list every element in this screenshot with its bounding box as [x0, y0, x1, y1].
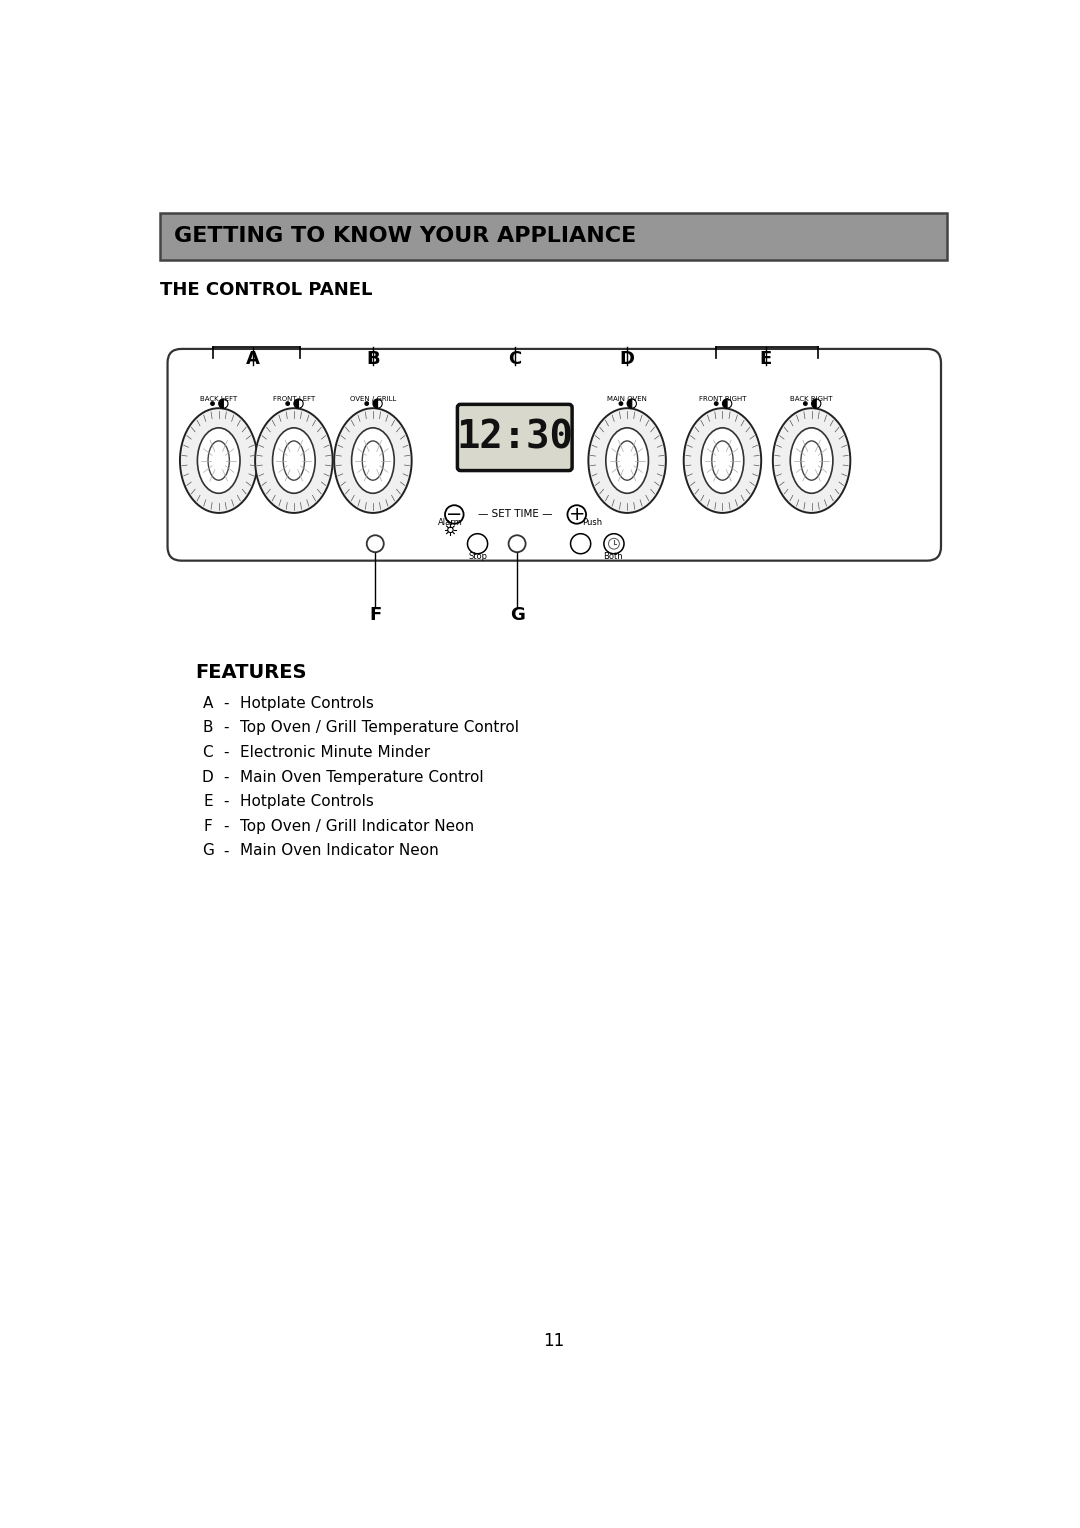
Text: B: B	[203, 720, 213, 735]
Text: 11: 11	[543, 1332, 564, 1349]
Text: C: C	[508, 350, 522, 368]
FancyBboxPatch shape	[167, 348, 941, 561]
Ellipse shape	[773, 408, 850, 513]
Ellipse shape	[684, 408, 761, 513]
Text: Top Oven / Grill Temperature Control: Top Oven / Grill Temperature Control	[241, 720, 519, 735]
Text: E: E	[759, 350, 772, 368]
Circle shape	[367, 535, 383, 552]
Circle shape	[804, 402, 807, 405]
Wedge shape	[816, 399, 821, 408]
Text: A: A	[203, 695, 213, 711]
Text: -: -	[224, 843, 229, 859]
Text: Hotplate Controls: Hotplate Controls	[241, 795, 375, 810]
Text: Alarm: Alarm	[438, 518, 463, 527]
Wedge shape	[373, 399, 378, 408]
Ellipse shape	[208, 442, 229, 480]
Text: OVEN / GRILL: OVEN / GRILL	[350, 396, 396, 402]
Text: -: -	[224, 695, 229, 711]
Ellipse shape	[712, 442, 733, 480]
Circle shape	[445, 506, 463, 524]
Text: -: -	[224, 770, 229, 784]
Ellipse shape	[272, 428, 315, 494]
Circle shape	[448, 527, 454, 533]
Text: C: C	[203, 744, 213, 759]
Text: BACK RIGHT: BACK RIGHT	[791, 396, 833, 402]
Text: D: D	[202, 770, 214, 784]
Text: BACK LEFT: BACK LEFT	[200, 396, 238, 402]
Text: Both: Both	[604, 552, 623, 561]
Text: F: F	[203, 819, 213, 834]
Wedge shape	[727, 399, 732, 408]
Circle shape	[608, 538, 619, 549]
Text: G: G	[510, 605, 525, 623]
Wedge shape	[811, 399, 816, 408]
Circle shape	[509, 535, 526, 552]
Ellipse shape	[589, 408, 666, 513]
Circle shape	[715, 402, 718, 405]
Text: GETTING TO KNOW YOUR APPLIANCE: GETTING TO KNOW YOUR APPLIANCE	[174, 226, 636, 246]
Circle shape	[211, 402, 214, 405]
Text: Top Oven / Grill Indicator Neon: Top Oven / Grill Indicator Neon	[241, 819, 474, 834]
Circle shape	[468, 533, 488, 553]
Wedge shape	[298, 399, 303, 408]
Text: FRONT RIGHT: FRONT RIGHT	[699, 396, 746, 402]
Text: +: +	[568, 504, 585, 524]
Wedge shape	[224, 399, 228, 408]
Text: — SET TIME —: — SET TIME —	[477, 509, 552, 520]
Text: Push: Push	[582, 518, 603, 527]
Text: E: E	[203, 795, 213, 810]
Text: THE CONTROL PANEL: THE CONTROL PANEL	[160, 281, 373, 298]
Ellipse shape	[255, 408, 333, 513]
Wedge shape	[378, 399, 382, 408]
Wedge shape	[723, 399, 727, 408]
Circle shape	[604, 533, 624, 553]
Ellipse shape	[334, 408, 411, 513]
FancyBboxPatch shape	[458, 405, 572, 471]
Circle shape	[619, 402, 623, 405]
Text: Main Oven Indicator Neon: Main Oven Indicator Neon	[241, 843, 440, 859]
Text: -: -	[224, 795, 229, 810]
Ellipse shape	[362, 442, 383, 480]
Bar	[160, 212, 947, 260]
Ellipse shape	[617, 442, 638, 480]
Wedge shape	[218, 399, 224, 408]
Circle shape	[365, 402, 368, 405]
Wedge shape	[627, 399, 632, 408]
Text: D: D	[620, 350, 635, 368]
Text: MAIN OVEN: MAIN OVEN	[607, 396, 647, 402]
Text: A: A	[246, 350, 259, 368]
Circle shape	[567, 506, 586, 524]
Text: B: B	[366, 350, 380, 368]
Text: Hotplate Controls: Hotplate Controls	[241, 695, 375, 711]
Text: −: −	[446, 504, 462, 524]
Text: 12:30: 12:30	[457, 419, 573, 457]
Ellipse shape	[801, 442, 822, 480]
Wedge shape	[294, 399, 298, 408]
Ellipse shape	[198, 428, 240, 494]
Text: -: -	[224, 744, 229, 759]
Text: Stop: Stop	[468, 552, 487, 561]
Text: F: F	[369, 605, 381, 623]
Wedge shape	[632, 399, 636, 408]
Circle shape	[570, 533, 591, 553]
Text: FEATURES: FEATURES	[195, 663, 307, 681]
Text: -: -	[224, 720, 229, 735]
Text: FRONT LEFT: FRONT LEFT	[273, 396, 315, 402]
Text: -: -	[224, 819, 229, 834]
Ellipse shape	[283, 442, 305, 480]
Text: Main Oven Temperature Control: Main Oven Temperature Control	[241, 770, 484, 784]
Text: G: G	[202, 843, 214, 859]
Ellipse shape	[606, 428, 648, 494]
Text: Electronic Minute Minder: Electronic Minute Minder	[241, 744, 431, 759]
Ellipse shape	[352, 428, 394, 494]
Ellipse shape	[791, 428, 833, 494]
Circle shape	[286, 402, 289, 405]
Ellipse shape	[701, 428, 744, 494]
Ellipse shape	[180, 408, 257, 513]
